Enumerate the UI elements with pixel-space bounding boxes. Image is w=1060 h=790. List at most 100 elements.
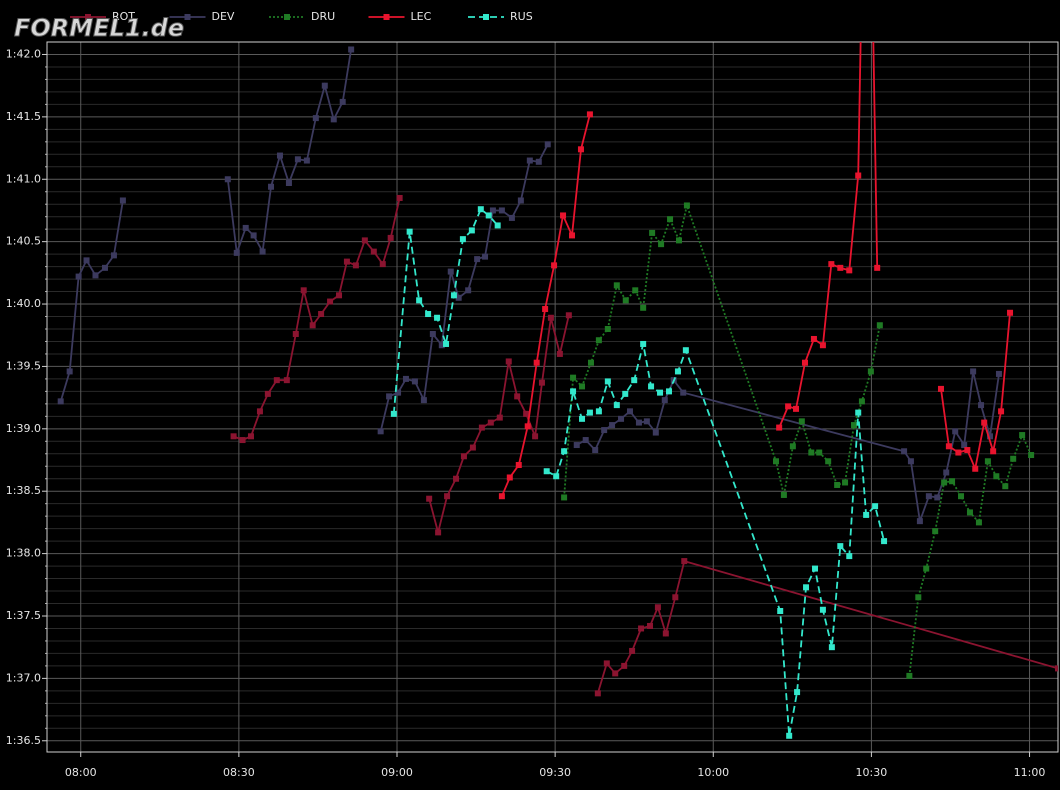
point-marker (561, 448, 568, 455)
point-marker (808, 449, 815, 456)
point-marker (478, 424, 485, 431)
point-marker (594, 690, 601, 697)
point-marker (937, 385, 944, 392)
point-marker (256, 408, 263, 415)
point-marker (544, 141, 551, 148)
point-marker (352, 262, 359, 269)
point-marker (901, 448, 908, 455)
point-marker (508, 214, 515, 221)
point-marker (524, 423, 531, 430)
point-marker (565, 312, 572, 319)
point-marker (649, 229, 656, 236)
point-marker (1019, 432, 1026, 439)
point-marker (972, 465, 979, 472)
point-marker (657, 389, 664, 396)
legend-marker (85, 14, 91, 20)
point-marker (932, 528, 939, 535)
point-marker (119, 197, 126, 204)
point-marker (538, 379, 545, 386)
point-marker (66, 368, 73, 375)
point-marker (543, 468, 550, 475)
point-marker (224, 176, 231, 183)
point-marker (855, 409, 862, 416)
point-marker (339, 98, 346, 105)
point-marker (794, 689, 801, 696)
point-marker (603, 660, 610, 667)
point-marker (233, 249, 240, 256)
point-marker (803, 584, 810, 591)
legend-marker (184, 14, 191, 20)
point-marker (569, 232, 576, 239)
point-marker (780, 491, 787, 498)
point-marker (654, 604, 661, 611)
point-marker (273, 377, 280, 384)
y-tick-label: 1:39.0 (6, 422, 41, 435)
point-marker (955, 449, 962, 456)
point-marker (465, 287, 472, 294)
point-marker (672, 594, 679, 601)
point-marker (772, 458, 779, 465)
point-marker (561, 494, 568, 501)
point-marker (582, 437, 589, 444)
point-marker (294, 156, 301, 163)
point-marker (517, 197, 524, 204)
point-marker (631, 377, 638, 384)
point-marker (348, 46, 355, 53)
point-marker (595, 408, 602, 415)
point-marker (250, 232, 257, 239)
point-marker (482, 253, 489, 260)
point-marker (801, 359, 808, 366)
point-marker (828, 261, 835, 268)
point-marker (1010, 455, 1017, 462)
point-marker (981, 419, 988, 426)
point-marker (411, 378, 418, 385)
point-marker (662, 630, 669, 637)
point-marker (874, 264, 881, 271)
point-marker (665, 388, 672, 395)
point-marker (435, 529, 442, 536)
point-marker (638, 625, 645, 632)
point-marker (987, 433, 994, 440)
point-marker (343, 258, 350, 265)
point-marker (819, 606, 826, 613)
point-marker (386, 393, 393, 400)
point-marker (592, 447, 599, 454)
y-tick-label: 1:37.5 (6, 609, 41, 622)
point-marker (506, 474, 513, 481)
point-marker (312, 115, 319, 122)
point-marker (680, 389, 687, 396)
point-marker (434, 314, 441, 321)
point-marker (239, 437, 246, 444)
point-marker (876, 322, 883, 329)
point-marker (851, 422, 858, 429)
legend-marker (284, 14, 290, 20)
point-marker (309, 322, 316, 329)
point-marker (579, 415, 586, 422)
point-marker (812, 565, 819, 572)
point-marker (681, 558, 688, 565)
point-marker (420, 397, 427, 404)
point-marker (395, 389, 402, 396)
point-marker (652, 429, 659, 436)
point-marker (496, 414, 503, 421)
point-marker (846, 267, 853, 274)
point-marker (276, 152, 283, 159)
point-marker (336, 292, 343, 299)
point-marker (505, 358, 512, 365)
point-marker (658, 241, 665, 248)
legend-marker (483, 14, 489, 20)
point-marker (858, 398, 865, 405)
point-marker (632, 287, 639, 294)
point-marker (1028, 452, 1035, 459)
point-marker (489, 207, 496, 214)
point-marker (586, 111, 593, 118)
legend-label: DRU (311, 10, 335, 23)
point-marker (560, 212, 567, 219)
point-marker (57, 398, 64, 405)
point-marker (587, 359, 594, 366)
legend-marker (383, 14, 390, 20)
point-marker (970, 368, 977, 375)
point-marker (551, 262, 558, 269)
point-marker (535, 158, 542, 165)
